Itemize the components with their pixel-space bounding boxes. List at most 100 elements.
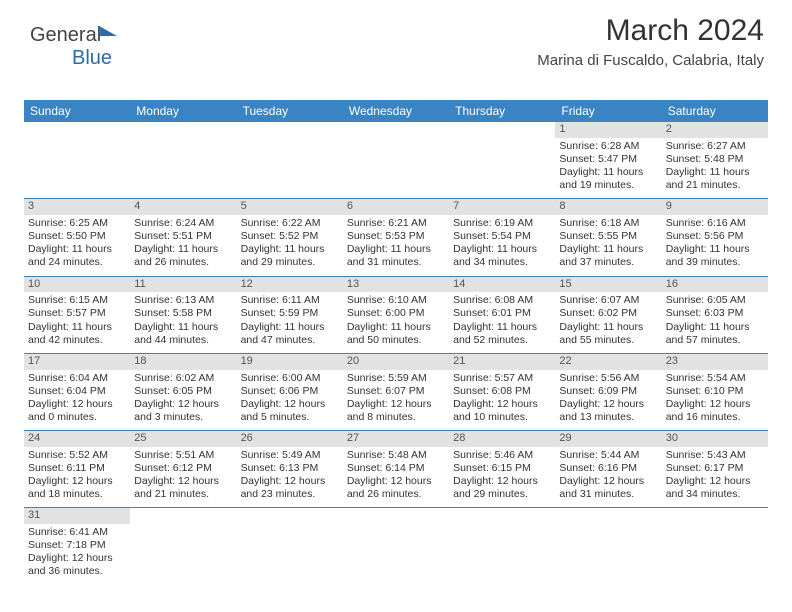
daylight-text: and 36 minutes. bbox=[28, 565, 126, 578]
sunrise-text: Sunrise: 6:16 AM bbox=[666, 217, 764, 230]
daylight-text: and 34 minutes. bbox=[666, 488, 764, 501]
weekday-header: Tuesday bbox=[237, 100, 343, 122]
sunrise-text: Sunrise: 6:21 AM bbox=[347, 217, 445, 230]
day-number: 29 bbox=[555, 431, 661, 447]
daylight-text: and 39 minutes. bbox=[666, 256, 764, 269]
daylight-text: and 42 minutes. bbox=[28, 334, 126, 347]
daylight-text: Daylight: 12 hours bbox=[666, 475, 764, 488]
daylight-text: and 26 minutes. bbox=[134, 256, 232, 269]
daylight-text: and 24 minutes. bbox=[28, 256, 126, 269]
sunset-text: Sunset: 5:51 PM bbox=[134, 230, 232, 243]
logo-shape-icon bbox=[99, 26, 117, 36]
sunset-text: Sunset: 5:56 PM bbox=[666, 230, 764, 243]
daylight-text: Daylight: 11 hours bbox=[559, 243, 657, 256]
day-number: 15 bbox=[555, 277, 661, 293]
daylight-text: Daylight: 11 hours bbox=[28, 321, 126, 334]
sunset-text: Sunset: 5:58 PM bbox=[134, 307, 232, 320]
day-cell: 3Sunrise: 6:25 AMSunset: 5:50 PMDaylight… bbox=[24, 199, 130, 275]
daylight-text: Daylight: 12 hours bbox=[347, 475, 445, 488]
sunset-text: Sunset: 6:04 PM bbox=[28, 385, 126, 398]
day-number: 10 bbox=[24, 277, 130, 293]
empty-cell bbox=[555, 508, 661, 584]
empty-cell bbox=[343, 122, 449, 198]
day-number: 18 bbox=[130, 354, 236, 370]
sunset-text: Sunset: 6:08 PM bbox=[453, 385, 551, 398]
daylight-text: and 50 minutes. bbox=[347, 334, 445, 347]
empty-cell bbox=[24, 122, 130, 198]
day-number: 3 bbox=[24, 199, 130, 215]
day-number: 2 bbox=[662, 122, 768, 138]
daylight-text: Daylight: 12 hours bbox=[453, 475, 551, 488]
day-number: 1 bbox=[555, 122, 661, 138]
daylight-text: and 52 minutes. bbox=[453, 334, 551, 347]
day-number: 31 bbox=[24, 508, 130, 524]
day-cell: 17Sunrise: 6:04 AMSunset: 6:04 PMDayligh… bbox=[24, 354, 130, 430]
day-cell: 1 Sunrise: 6:28 AMSunset: 5:47 PMDaylight… bbox=[555, 122, 661, 198]
day-number: 11 bbox=[130, 277, 236, 293]
day-number: 13 bbox=[343, 277, 449, 293]
empty-cell bbox=[449, 508, 555, 584]
sunrise-text: Sunrise: 6:04 AM bbox=[28, 372, 126, 385]
sunset-text: Sunset: 6:15 PM bbox=[453, 462, 551, 475]
daylight-text: and 57 minutes. bbox=[666, 334, 764, 347]
week-row: 1 Sunrise: 6:28 AMSunset: 5:47 PMDaylight… bbox=[24, 122, 768, 199]
sunset-text: Sunset: 5:48 PM bbox=[666, 153, 764, 166]
daylight-text: and 8 minutes. bbox=[347, 411, 445, 424]
daylight-text: and 29 minutes. bbox=[453, 488, 551, 501]
daylight-text: and 23 minutes. bbox=[241, 488, 339, 501]
week-row: 17Sunrise: 6:04 AMSunset: 6:04 PMDayligh… bbox=[24, 354, 768, 431]
day-cell: 31Sunrise: 6:41 AMSunset: 7:18 PMDayligh… bbox=[24, 508, 130, 584]
day-number: 12 bbox=[237, 277, 343, 293]
week-row: 10Sunrise: 6:15 AMSunset: 5:57 PMDayligh… bbox=[24, 277, 768, 354]
sunset-text: Sunset: 6:00 PM bbox=[347, 307, 445, 320]
daylight-text: Daylight: 12 hours bbox=[241, 398, 339, 411]
logo: General Blue bbox=[30, 24, 117, 70]
day-cell: 7Sunrise: 6:19 AMSunset: 5:54 PMDaylight… bbox=[449, 199, 555, 275]
daylight-text: Daylight: 11 hours bbox=[559, 321, 657, 334]
day-cell: 6Sunrise: 6:21 AMSunset: 5:53 PMDaylight… bbox=[343, 199, 449, 275]
day-number: 27 bbox=[343, 431, 449, 447]
day-number: 7 bbox=[449, 199, 555, 215]
daylight-text: and 37 minutes. bbox=[559, 256, 657, 269]
location-subtitle: Marina di Fuscaldo, Calabria, Italy bbox=[537, 52, 764, 69]
sunset-text: Sunset: 5:53 PM bbox=[347, 230, 445, 243]
empty-cell bbox=[343, 508, 449, 584]
sunrise-text: Sunrise: 6:41 AM bbox=[28, 526, 126, 539]
week-row: 3Sunrise: 6:25 AMSunset: 5:50 PMDaylight… bbox=[24, 199, 768, 276]
day-cell: 27Sunrise: 5:48 AMSunset: 6:14 PMDayligh… bbox=[343, 431, 449, 507]
sunrise-text: Sunrise: 5:46 AM bbox=[453, 449, 551, 462]
sunset-text: Sunset: 5:47 PM bbox=[559, 153, 657, 166]
daylight-text: Daylight: 11 hours bbox=[559, 166, 657, 179]
sunrise-text: Sunrise: 6:11 AM bbox=[241, 294, 339, 307]
day-cell: 29Sunrise: 5:44 AMSunset: 6:16 PMDayligh… bbox=[555, 431, 661, 507]
sunrise-text: Sunrise: 6:28 AM bbox=[559, 140, 657, 153]
week-row: 24Sunrise: 5:52 AMSunset: 6:11 PMDayligh… bbox=[24, 431, 768, 508]
daylight-text: and 5 minutes. bbox=[241, 411, 339, 424]
day-number: 23 bbox=[662, 354, 768, 370]
daylight-text: Daylight: 12 hours bbox=[28, 398, 126, 411]
sunrise-text: Sunrise: 6:10 AM bbox=[347, 294, 445, 307]
daylight-text: Daylight: 12 hours bbox=[666, 398, 764, 411]
sunrise-text: Sunrise: 5:49 AM bbox=[241, 449, 339, 462]
daylight-text: Daylight: 11 hours bbox=[666, 321, 764, 334]
day-cell: 13Sunrise: 6:10 AMSunset: 6:00 PMDayligh… bbox=[343, 277, 449, 353]
weekday-header: Wednesday bbox=[343, 100, 449, 122]
daylight-text: and 31 minutes. bbox=[559, 488, 657, 501]
daylight-text: and 10 minutes. bbox=[453, 411, 551, 424]
daylight-text: Daylight: 12 hours bbox=[453, 398, 551, 411]
empty-cell bbox=[237, 508, 343, 584]
week-row: 31Sunrise: 6:41 AMSunset: 7:18 PMDayligh… bbox=[24, 508, 768, 584]
sunset-text: Sunset: 6:10 PM bbox=[666, 385, 764, 398]
sunrise-text: Sunrise: 5:48 AM bbox=[347, 449, 445, 462]
sunrise-text: Sunrise: 6:15 AM bbox=[28, 294, 126, 307]
day-cell: 4Sunrise: 6:24 AMSunset: 5:51 PMDaylight… bbox=[130, 199, 236, 275]
day-number: 4 bbox=[130, 199, 236, 215]
daylight-text: Daylight: 11 hours bbox=[666, 243, 764, 256]
sunrise-text: Sunrise: 5:43 AM bbox=[666, 449, 764, 462]
sunrise-text: Sunrise: 6:05 AM bbox=[666, 294, 764, 307]
daylight-text: Daylight: 12 hours bbox=[134, 475, 232, 488]
daylight-text: and 19 minutes. bbox=[559, 179, 657, 192]
sunset-text: Sunset: 5:54 PM bbox=[453, 230, 551, 243]
sunrise-text: Sunrise: 5:54 AM bbox=[666, 372, 764, 385]
calendar: SundayMondayTuesdayWednesdayThursdayFrid… bbox=[24, 100, 768, 585]
